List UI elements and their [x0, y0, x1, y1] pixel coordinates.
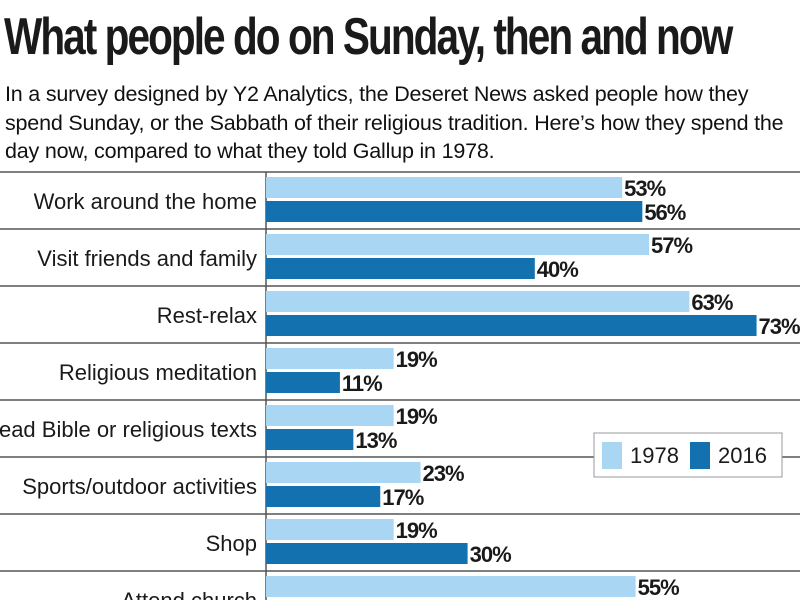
bar-2016 — [266, 372, 340, 393]
value-label-2016: 56% — [644, 200, 685, 225]
value-label-1978: 19% — [396, 518, 437, 543]
category-label: Work around the home — [34, 189, 257, 214]
category-label: Rest-relax — [157, 303, 257, 328]
bar-2016 — [266, 543, 468, 564]
legend-swatch-2016 — [690, 442, 710, 469]
bar-2016 — [266, 315, 757, 336]
category-label: Religious meditation — [59, 360, 257, 385]
bar-2016 — [266, 486, 381, 507]
value-label-2016: 73% — [759, 314, 800, 339]
category-label: Visit friends and family — [37, 246, 257, 271]
legend-label-2016: 2016 — [718, 443, 767, 468]
value-label-1978: 55% — [638, 575, 679, 600]
value-label-2016: 17% — [382, 485, 423, 510]
value-label-1978: 57% — [651, 233, 692, 258]
bar-1978 — [266, 462, 421, 483]
value-label-1978: 63% — [691, 290, 732, 315]
chart-title: What people do on Sunday, then and now — [4, 8, 733, 66]
legend-box — [593, 432, 783, 478]
category-label: Attend church — [121, 588, 257, 600]
bar-1978 — [266, 405, 394, 426]
category-label: Shop — [206, 531, 257, 556]
value-label-1978: 53% — [624, 176, 665, 201]
bar-2016 — [266, 429, 354, 450]
value-label-2016: 30% — [470, 542, 511, 567]
bar-1978 — [266, 519, 394, 540]
value-label-1978: 19% — [396, 404, 437, 429]
bar-1978 — [266, 348, 394, 369]
bar-1978 — [266, 177, 623, 198]
category-label: Sports/outdoor activities — [22, 474, 257, 499]
legend-label-1978: 1978 — [630, 443, 679, 468]
bar-1978 — [266, 291, 690, 312]
bar-2016 — [266, 258, 535, 279]
category-label: Read Bible or religious texts — [0, 417, 257, 442]
legend-swatch-1978 — [602, 442, 622, 469]
value-label-1978: 19% — [396, 347, 437, 372]
bar-1978 — [266, 576, 636, 597]
value-label-1978: 23% — [423, 461, 464, 486]
bar-2016 — [266, 201, 643, 222]
chart-subtitle: In a survey designed by Y2 Analytics, th… — [5, 82, 784, 163]
value-label-2016: 11% — [342, 371, 382, 396]
value-label-2016: 40% — [537, 257, 578, 282]
legend: 1978 2016 — [593, 432, 783, 478]
value-label-2016: 13% — [355, 428, 396, 453]
chart-rows: Work around the home 53%56% Visit friends … — [0, 171, 800, 600]
bar-1978 — [266, 234, 650, 255]
